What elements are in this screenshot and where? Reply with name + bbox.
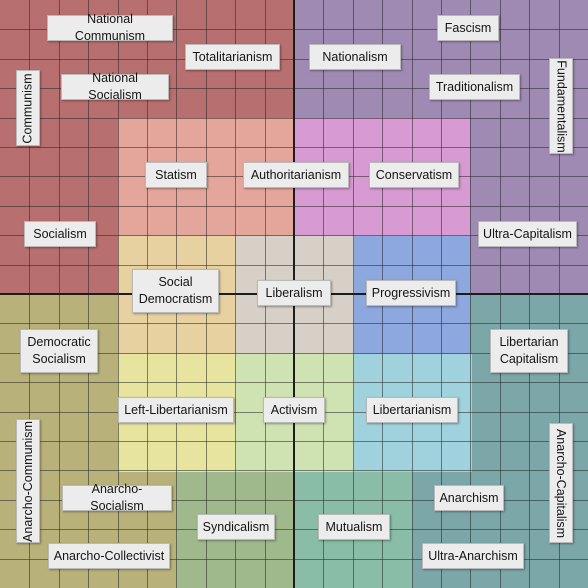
label-anarcho-capitalism-text: Anarcho-Capitalism [554,428,569,538]
label-mutualism: Mutualism [318,514,390,540]
label-fundamentalism-text: Fundamentalism [554,59,569,153]
label-traditionalism: Traditionalism [429,74,520,100]
label-libertarian-capitalism: Libertarian Capitalism [490,329,568,373]
label-ultra-capitalism: Ultra-Capitalism [478,221,577,247]
label-activism: Activism [263,397,325,423]
label-anarcho-collectivist: Anarcho-Collectivist [48,543,170,569]
label-ultra-anarchism: Ultra-Anarchism [422,543,524,569]
label-anarcho-communism-text: Anarcho-Communism [20,420,35,542]
label-totalitarianism: Totalitarianism [185,44,280,70]
label-fundamentalism: Fundamentalism [549,58,573,154]
label-statism: Statism [145,162,207,188]
label-national-communism: National Communism [47,12,173,43]
label-authoritarianism: Authoritarianism [243,162,349,188]
label-communism: Communism [16,70,40,146]
label-social-democratism: Social Democratism [132,269,219,313]
label-national-socialism: National Socialism [61,71,169,102]
label-fascism: Fascism [437,15,499,41]
label-anarchism: Anarchism [434,485,504,511]
label-left-libertarianism: Left-Libertarianism [118,397,234,423]
label-anarcho-socialism: Anarcho-Socialism [62,482,172,513]
label-anarcho-communism: Anarcho-Communism [16,419,40,543]
label-anarcho-capitalism: Anarcho-Capitalism [549,423,573,543]
label-liberalism: Liberalism [257,280,331,306]
label-socialism: Socialism [24,221,96,247]
label-nationalism: Nationalism [309,44,401,70]
label-syndicalism: Syndicalism [197,514,275,540]
label-democratic-socialism: Democratic Socialism [20,329,98,373]
label-progressivism: Progressivism [366,280,456,306]
label-communism-text: Communism [20,72,35,144]
label-conservatism: Conservatism [369,162,459,188]
label-libertarianism: Libertarianism [366,397,458,423]
